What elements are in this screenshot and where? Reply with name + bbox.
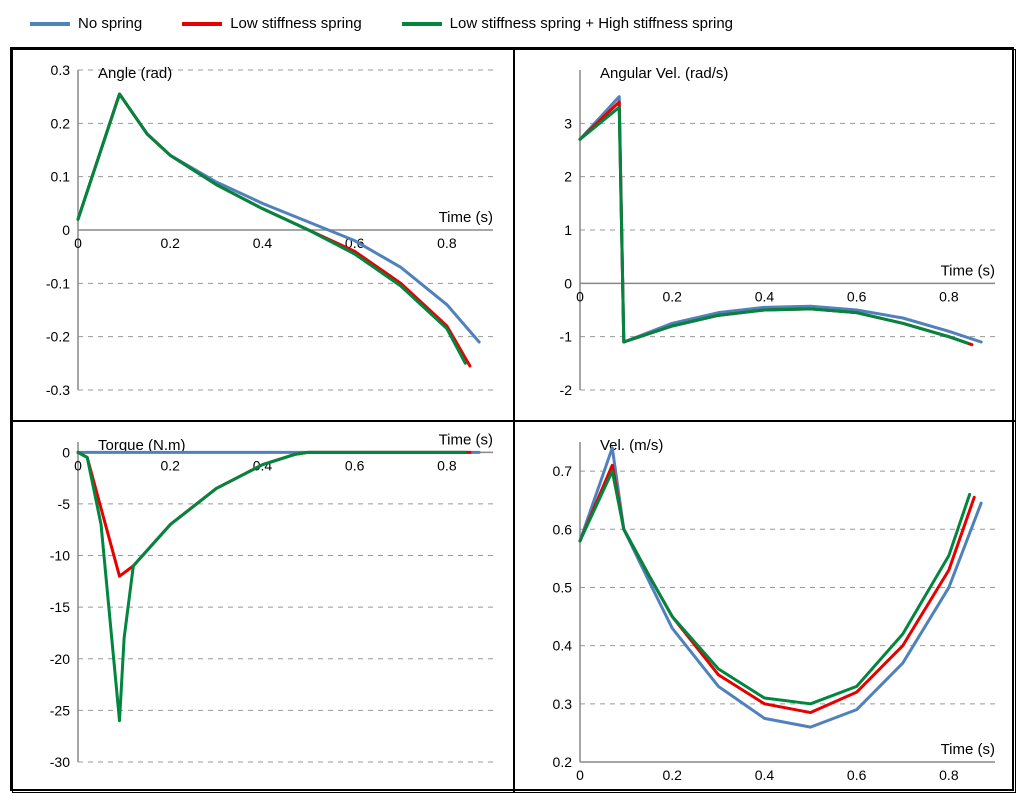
svg-text:0.1: 0.1: [51, 169, 71, 185]
legend-item: No spring: [30, 15, 142, 32]
legend: No spring Low stiffness spring Low stiffne…: [10, 10, 1014, 47]
svg-text:0.4: 0.4: [553, 638, 573, 654]
svg-text:0.7: 0.7: [553, 463, 573, 479]
svg-text:0.2: 0.2: [662, 767, 682, 783]
svg-text:-0.3: -0.3: [46, 382, 70, 398]
svg-text:-5: -5: [58, 496, 71, 512]
svg-text:0: 0: [74, 235, 82, 251]
svg-text:0.2: 0.2: [160, 457, 180, 473]
svg-text:-0.1: -0.1: [46, 275, 70, 291]
svg-text:0: 0: [62, 444, 70, 460]
svg-text:Angular Vel. (rad/s): Angular Vel. (rad/s): [600, 65, 728, 82]
svg-text:0.8: 0.8: [437, 457, 457, 473]
svg-text:0: 0: [576, 767, 584, 783]
chart-grid: -0.3-0.2-0.100.10.20.300.20.40.60.8Angle…: [10, 47, 1014, 791]
svg-text:0.4: 0.4: [253, 235, 273, 251]
svg-text:0: 0: [62, 222, 70, 238]
svg-text:-2: -2: [560, 382, 573, 398]
svg-text:Time (s): Time (s): [941, 741, 995, 758]
svg-text:0.6: 0.6: [345, 457, 365, 473]
legend-label: Low stiffness spring: [230, 15, 361, 32]
svg-text:0: 0: [564, 275, 572, 291]
svg-text:0.3: 0.3: [51, 62, 71, 78]
svg-text:Time (s): Time (s): [439, 431, 493, 448]
panel-torque: -30-25-20-15-10-5000.20.40.60.8Torque (N…: [12, 421, 514, 793]
svg-text:0: 0: [74, 457, 82, 473]
svg-text:-20: -20: [50, 651, 70, 667]
panel-angvel: -2 -1 0 1 2 3 0 0.2 0.4 0.6 0.8 Angular Vel. (rad/s…: [514, 49, 1016, 421]
svg-text:0: 0: [576, 288, 584, 304]
svg-text:0.6: 0.6: [847, 288, 867, 304]
svg-text:0.2: 0.2: [51, 115, 71, 131]
svg-text:0.2: 0.2: [662, 288, 682, 304]
svg-text:0.8: 0.8: [437, 235, 457, 251]
svg-text:-25: -25: [50, 702, 70, 718]
svg-text:2: 2: [564, 169, 572, 185]
legend-swatch: [30, 22, 70, 26]
svg-text:0.2: 0.2: [553, 754, 573, 770]
svg-text:-1: -1: [560, 329, 573, 345]
svg-text:Angle (rad): Angle (rad): [98, 65, 172, 82]
legend-item: Low stiffness spring + High stiffness sp…: [402, 15, 733, 32]
svg-text:0.4: 0.4: [755, 767, 775, 783]
svg-text:0.2: 0.2: [160, 235, 180, 251]
panel-vel: 0.20.30.40.50.60.700.20.40.60.8Vel. (m/s…: [514, 421, 1016, 793]
svg-text:0.4: 0.4: [755, 288, 775, 304]
legend-item: Low stiffness spring: [182, 15, 361, 32]
svg-text:0.8: 0.8: [939, 767, 959, 783]
svg-text:-10: -10: [50, 548, 70, 564]
svg-text:-0.2: -0.2: [46, 329, 70, 345]
legend-label: No spring: [78, 15, 142, 32]
svg-text:1: 1: [564, 222, 572, 238]
svg-text:0.5: 0.5: [553, 579, 573, 595]
svg-text:3: 3: [564, 115, 572, 131]
legend-swatch: [182, 22, 222, 26]
legend-swatch: [402, 22, 442, 26]
legend-label: Low stiffness spring + High stiffness sp…: [450, 15, 733, 32]
svg-text:0.6: 0.6: [553, 521, 573, 537]
svg-text:-15: -15: [50, 599, 70, 615]
svg-text:Time (s): Time (s): [439, 209, 493, 226]
svg-text:-30: -30: [50, 754, 70, 770]
svg-text:0.8: 0.8: [939, 288, 959, 304]
panel-angle: -0.3-0.2-0.100.10.20.300.20.40.60.8Angle…: [12, 49, 514, 421]
svg-text:0.6: 0.6: [847, 767, 867, 783]
svg-text:0.3: 0.3: [553, 696, 573, 712]
svg-text:Time (s): Time (s): [941, 262, 995, 279]
